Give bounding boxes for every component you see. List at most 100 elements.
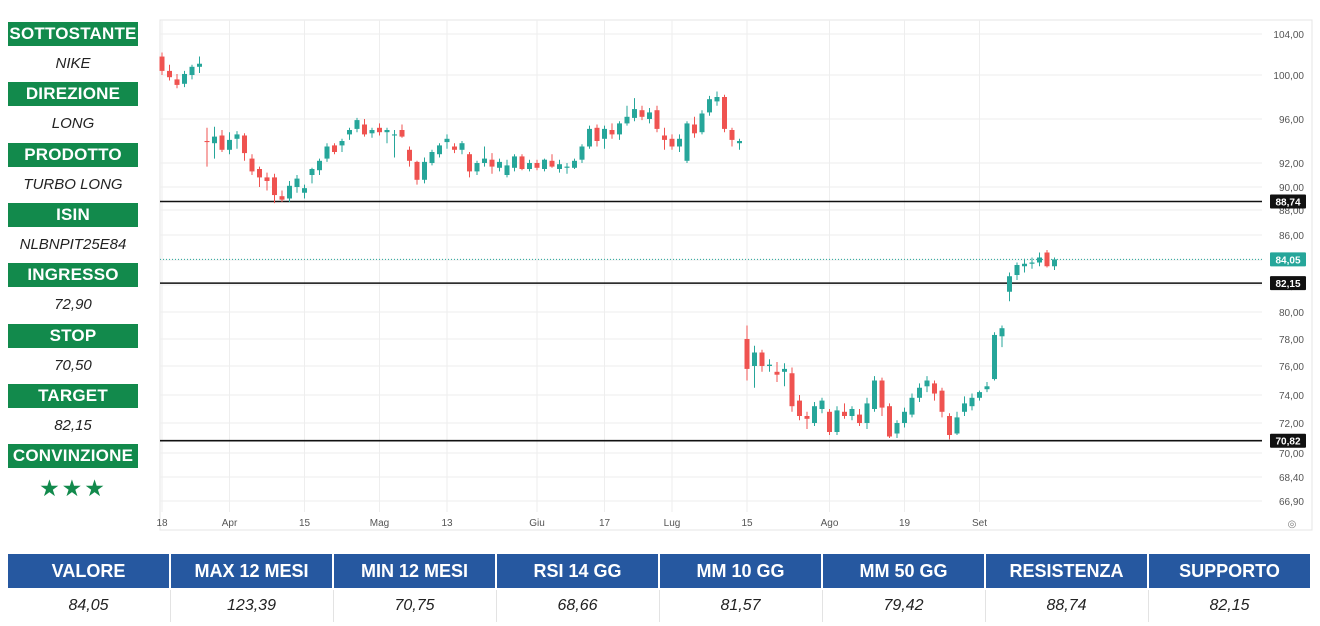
- candle-body: [894, 423, 900, 434]
- candle-body: [182, 73, 187, 84]
- candle-body: [632, 109, 637, 118]
- candle-body: [812, 406, 817, 423]
- candle-body: [692, 124, 697, 134]
- stat-value-rsi-14-gg: 68,66: [557, 597, 598, 614]
- y-tick-label: 78,00: [1279, 335, 1304, 346]
- candle-body: [1022, 263, 1027, 267]
- y-tick-label: 74,00: [1279, 391, 1304, 402]
- candle-body: [504, 165, 510, 175]
- y-tick-label: 76,00: [1279, 362, 1304, 373]
- candle-body: [789, 373, 795, 407]
- candle-body: [564, 166, 570, 168]
- candle-body: [414, 161, 420, 180]
- candle-body: [872, 380, 877, 409]
- prodotto-label: PRODOTTO: [8, 143, 138, 167]
- y-tick-label: 104,00: [1273, 30, 1304, 41]
- candle-body: [519, 156, 525, 169]
- candle-body: [879, 380, 885, 408]
- candle-body: [459, 143, 465, 150]
- stop-value: 70,50: [54, 357, 92, 374]
- y-tick-label: 68,40: [1279, 473, 1304, 484]
- level-label: 88,74: [1275, 197, 1300, 208]
- stat-header-supporto: SUPPORTO: [1149, 554, 1310, 588]
- candle-body: [557, 164, 562, 169]
- stat-value-min-12-mesi: 70,75: [394, 597, 435, 614]
- candle-body: [1037, 257, 1042, 263]
- candle-body: [429, 152, 435, 163]
- candle-body: [954, 417, 960, 434]
- candle-body: [737, 141, 742, 144]
- stat-header-min-12-mesi: MIN 12 MESI: [334, 554, 495, 588]
- candle-body: [542, 159, 547, 169]
- stat-header-mm-10-gg: MM 10 GG: [660, 554, 821, 588]
- candle-body: [1052, 259, 1057, 267]
- candle-body: [437, 145, 442, 155]
- target-label: TARGET: [8, 384, 138, 408]
- chart-frame: [159, 19, 1313, 531]
- candle-body: [467, 154, 472, 172]
- candle-body: [819, 400, 825, 409]
- candle-body: [744, 339, 750, 369]
- candle-body: [392, 134, 397, 136]
- candle-body: [1029, 262, 1035, 264]
- stat-separator: [170, 590, 171, 622]
- candle-body: [647, 112, 652, 119]
- candle-body: [729, 130, 735, 140]
- candle-body: [774, 371, 780, 375]
- candle-body: [489, 159, 495, 167]
- candle-body: [1007, 276, 1012, 292]
- x-tick-label: 13: [441, 518, 453, 529]
- level-label: 70,82: [1275, 437, 1300, 448]
- candle-body: [714, 97, 720, 102]
- candle-body: [347, 130, 352, 135]
- candle-body: [999, 328, 1005, 337]
- y-tick-label: 66,90: [1279, 497, 1304, 508]
- stat-value-supporto: 82,15: [1209, 597, 1250, 614]
- candle-body: [947, 416, 952, 435]
- candle-body: [369, 130, 375, 134]
- candle-body: [339, 141, 345, 146]
- target-value: 82,15: [54, 417, 92, 434]
- candle-body: [804, 416, 810, 419]
- x-tick-label: Ago: [821, 518, 839, 529]
- stat-header-max-12-mesi: MAX 12 MESI: [171, 554, 332, 588]
- candle-body: [722, 97, 727, 129]
- candle-body: [849, 409, 855, 416]
- stat-value-valore: 84,05: [68, 597, 109, 614]
- y-tick-label: 70,00: [1279, 449, 1304, 460]
- candle-body: [204, 141, 210, 143]
- candle-body: [932, 383, 937, 394]
- candle-body: [587, 128, 592, 147]
- x-tick-label: 15: [299, 518, 311, 529]
- candle-body: [422, 161, 427, 180]
- stat-value-mm-10-gg: 81,57: [720, 597, 761, 614]
- candle-body: [797, 400, 802, 416]
- candle-body: [699, 113, 705, 133]
- direzione-value: LONG: [51, 115, 95, 132]
- x-tick-label: 19: [899, 518, 911, 529]
- candle-body: [497, 161, 502, 168]
- ingresso-label: INGRESSO: [8, 263, 138, 287]
- stat-value-mm-50-gg: 79,42: [883, 597, 924, 614]
- candle-body: [272, 177, 277, 196]
- y-tick-label: 96,00: [1279, 115, 1304, 126]
- stat-separator: [659, 590, 660, 622]
- stat-value-resistenza: 88,74: [1046, 597, 1087, 614]
- level-badge: [1270, 433, 1306, 448]
- candle-body: [167, 70, 172, 78]
- stat-value-max-12-mesi: 123,39: [227, 597, 276, 614]
- candle-body: [962, 403, 967, 412]
- y-tick-label: 90,00: [1279, 183, 1304, 194]
- candle-body: [324, 146, 330, 159]
- candle-body: [452, 146, 457, 150]
- candle-body: [189, 66, 195, 75]
- y-tick-label: 92,00: [1279, 159, 1304, 170]
- isin-value: NLBNPIT25E84: [19, 236, 127, 253]
- candle-body: [834, 410, 840, 432]
- candle-body: [384, 130, 390, 133]
- candle-body: [174, 79, 180, 85]
- prodotto-value: TURBO LONG: [23, 176, 123, 193]
- candle-body: [669, 138, 675, 147]
- x-tick-label: 18: [156, 518, 168, 529]
- candle-body: [594, 127, 600, 141]
